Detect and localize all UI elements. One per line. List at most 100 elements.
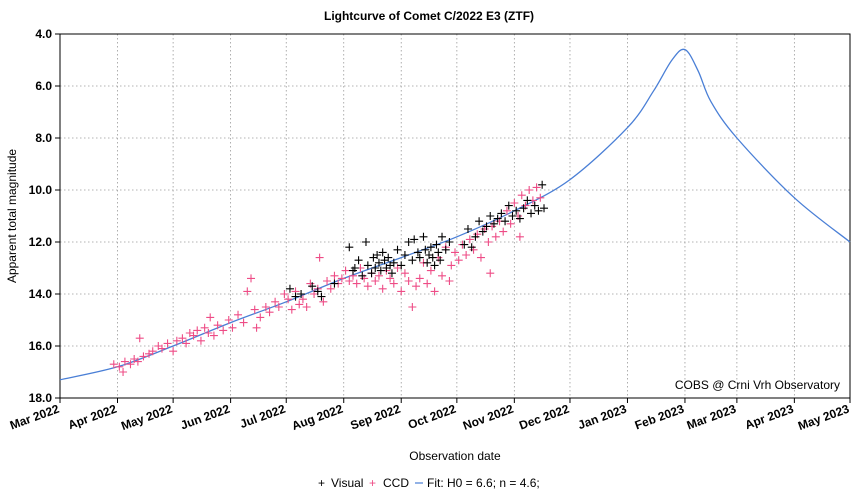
ccd-point: [261, 303, 270, 311]
ccd-point: [189, 331, 198, 340]
ccd-point: [408, 303, 417, 311]
ccd-point: [326, 284, 335, 293]
x-tick-label: Jul 2022: [238, 402, 288, 431]
ccd-point: [352, 279, 361, 288]
x-tick-label: Mar 2022: [8, 402, 61, 433]
ccd-point: [532, 183, 541, 192]
x-tick-label: Jan 2023: [576, 402, 629, 433]
ccd-point: [256, 313, 265, 322]
x-tick-label: Sep 2022: [349, 402, 403, 433]
ccd-point: [133, 357, 142, 366]
visual-point: [421, 245, 430, 254]
chart-title: Lightcurve of Comet C/2022 E3 (ZTF): [324, 9, 534, 23]
ccd-point: [224, 316, 233, 324]
ccd-point: [386, 274, 395, 283]
x-tick-label: May 2022: [119, 402, 174, 434]
ccd-point: [287, 305, 296, 314]
ccd-point: [169, 347, 178, 356]
y-tick-label: 12.0: [29, 235, 53, 249]
x-axis: Mar 2022 Apr 2022 May 2022 Jun 2022 Jul 2022…: [8, 398, 851, 433]
fit-series: [59, 48, 851, 381]
ccd-point: [465, 235, 474, 244]
legend-visual-label: Visual: [331, 476, 363, 490]
visual-point: [540, 204, 549, 213]
x-tick-label: Apr 2022: [66, 402, 119, 433]
ccd-point: [447, 261, 456, 270]
ccd-point: [426, 266, 435, 275]
x-tick-label: Jun 2022: [179, 402, 232, 433]
ccd-point: [506, 219, 515, 228]
ccd-point: [400, 269, 409, 278]
visual-point: [363, 261, 372, 270]
ccd-point: [298, 295, 307, 304]
y-tick-label: 18.0: [29, 391, 53, 405]
visual-point: [436, 256, 445, 265]
ccd-point: [510, 199, 519, 207]
visual-point: [486, 212, 495, 220]
ccd-point: [445, 277, 454, 285]
visual-point: [317, 292, 326, 301]
ccd-point: [148, 347, 157, 356]
visual-point: [354, 256, 363, 265]
visual-point: [515, 214, 524, 223]
x-tick-label: Mar 2023: [685, 402, 738, 433]
visual-point: [530, 201, 539, 210]
visual-point: [308, 282, 317, 291]
visual-point: [460, 240, 469, 249]
ccd-point: [499, 227, 508, 236]
visual-point: [415, 253, 424, 262]
y-tick-label: 14.0: [29, 287, 53, 301]
visual-point: [497, 209, 506, 218]
legend-visual-symbol: +: [318, 476, 325, 490]
legend-fit-label: Fit: H0 = 6.6; n = 4.6;: [427, 476, 540, 490]
y-tick-label: 16.0: [29, 339, 53, 353]
ccd-point: [412, 282, 421, 291]
ccd-point: [486, 269, 495, 278]
y-axis-label: Apparent total magnitude: [5, 149, 19, 283]
ccd-point: [284, 295, 293, 304]
visual-point: [432, 240, 441, 249]
visual-point: [438, 232, 447, 241]
visual-point: [475, 217, 484, 226]
visual-point: [389, 258, 398, 267]
visual-point: [358, 271, 367, 280]
visual-point: [410, 235, 419, 244]
ccd-point: [126, 360, 135, 369]
x-tick-label: Apr 2023: [743, 402, 796, 433]
visual-point: [393, 245, 402, 254]
visual-point: [504, 201, 513, 210]
ccd-point: [451, 248, 459, 257]
ccd-point: [337, 274, 346, 283]
ccd-point: [243, 287, 252, 296]
ccd-point: [252, 323, 261, 332]
ccd-point: [247, 274, 256, 283]
visual-point: [423, 258, 432, 267]
visual-point: [508, 212, 517, 220]
visual-point: [345, 243, 354, 252]
visual-point: [367, 269, 376, 278]
visual-point: [445, 238, 454, 246]
visual-point: [478, 227, 487, 236]
ccd-point: [454, 256, 463, 265]
ccd-point: [415, 274, 424, 283]
visual-point: [378, 248, 387, 257]
ccd-point: [302, 303, 311, 311]
x-tick-label: Aug 2022: [290, 402, 345, 434]
y-tick-label: 10.0: [29, 183, 53, 197]
visual-point: [463, 225, 472, 233]
ccd-point: [423, 279, 432, 288]
visual-point: [489, 219, 498, 228]
visual-point: [512, 206, 521, 215]
ccd-point: [120, 357, 129, 366]
ccd-point: [371, 277, 380, 285]
visual-point: [313, 287, 322, 296]
y-tick-label: 6.0: [35, 79, 52, 93]
ccd-point: [271, 297, 280, 306]
visual-point: [361, 238, 370, 246]
visual-point: [297, 290, 306, 298]
ccd-point: [119, 368, 128, 376]
ccd-point: [378, 284, 387, 293]
ccd-point: [484, 238, 493, 246]
ccd-point: [374, 271, 383, 280]
ccd-point: [234, 310, 243, 319]
